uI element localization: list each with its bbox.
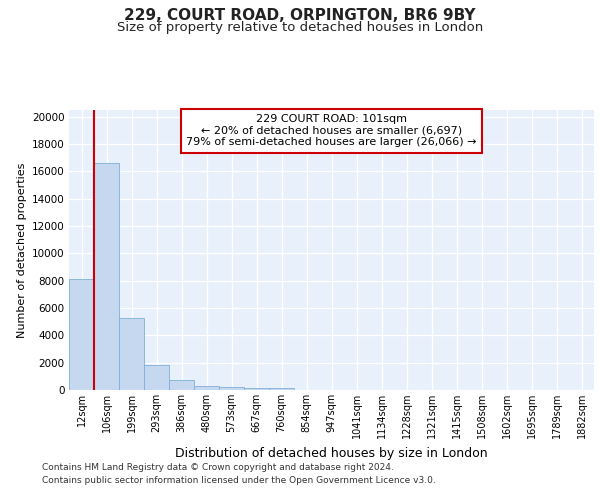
Text: 229 COURT ROAD: 101sqm
← 20% of detached houses are smaller (6,697)
79% of semi-: 229 COURT ROAD: 101sqm ← 20% of detached…: [186, 114, 477, 148]
Text: 229, COURT ROAD, ORPINGTON, BR6 9BY: 229, COURT ROAD, ORPINGTON, BR6 9BY: [124, 8, 476, 22]
Bar: [144, 364, 169, 390]
Bar: [169, 380, 194, 390]
Bar: [219, 387, 244, 390]
Text: Size of property relative to detached houses in London: Size of property relative to detached ho…: [117, 21, 483, 34]
Bar: [244, 388, 269, 390]
Text: Contains HM Land Registry data © Crown copyright and database right 2024.: Contains HM Land Registry data © Crown c…: [42, 462, 394, 471]
Y-axis label: Number of detached properties: Number of detached properties: [17, 162, 26, 338]
Bar: [119, 318, 144, 390]
Bar: [194, 386, 219, 390]
Bar: [94, 164, 119, 390]
X-axis label: Distribution of detached houses by size in London: Distribution of detached houses by size …: [175, 446, 488, 460]
Text: Contains public sector information licensed under the Open Government Licence v3: Contains public sector information licen…: [42, 476, 436, 485]
Bar: [69, 280, 94, 390]
Bar: [269, 388, 294, 390]
